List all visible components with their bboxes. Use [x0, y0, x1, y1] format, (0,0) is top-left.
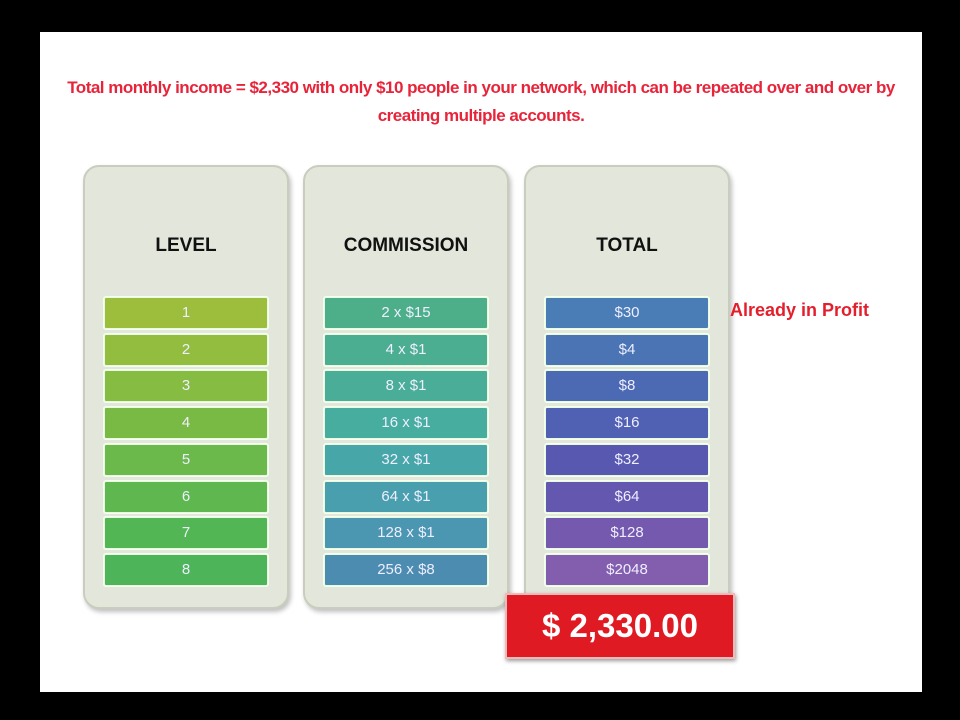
total-cell: $32 [545, 443, 709, 476]
column-header: TOTAL [596, 235, 658, 256]
commission-cell: 64 x $1 [324, 480, 488, 513]
level-cell: 7 [104, 517, 268, 550]
total-cell: $4 [545, 333, 709, 366]
total-cell: $64 [545, 480, 709, 513]
total-cell: $30 [545, 297, 709, 329]
level-cell: 6 [104, 480, 268, 513]
level-cell: 3 [104, 370, 268, 403]
level-cell: 4 [104, 407, 268, 440]
total-cell: $128 [545, 517, 709, 550]
grand-total: $ 2,330.00 [505, 593, 735, 659]
commission-cell: 16 x $1 [324, 407, 488, 440]
column-header: COMMISSION [343, 235, 469, 256]
total-cell: $16 [545, 407, 709, 440]
headline: Total monthly income = $2,330 with only … [67, 78, 895, 125]
total-cell: $8 [545, 370, 709, 403]
commission-cell: 256 x $8 [324, 553, 488, 586]
slide: Total monthly income = $2,330 with only … [40, 32, 922, 692]
commission-cell: 4 x $1 [324, 333, 488, 366]
commission-cell: 32 x $1 [324, 443, 488, 476]
commission-cell: 8 x $1 [324, 370, 488, 403]
level-cell: 1 [104, 297, 268, 329]
commission-cell: 2 x $15 [324, 297, 488, 329]
profit-note: Already in Profit [730, 300, 870, 320]
column-panel-total: TOTAL $30 $4 $8 $16 $32 $64 $128 $2048 [524, 165, 730, 609]
commission-cell: 128 x $1 [324, 517, 488, 550]
level-cell: 2 [104, 333, 268, 366]
column-panel-commission: COMMISSION 2 x $15 4 x $1 8 x $1 16 x $1 32 x… [303, 165, 509, 609]
column-header: LEVEL [155, 235, 217, 256]
level-cell: 5 [104, 443, 268, 476]
column-panel-level: LEVEL 1 2 3 4 5 6 7 8 [83, 165, 289, 609]
level-cell: 8 [104, 553, 268, 586]
total-cell: $2048 [545, 553, 709, 586]
